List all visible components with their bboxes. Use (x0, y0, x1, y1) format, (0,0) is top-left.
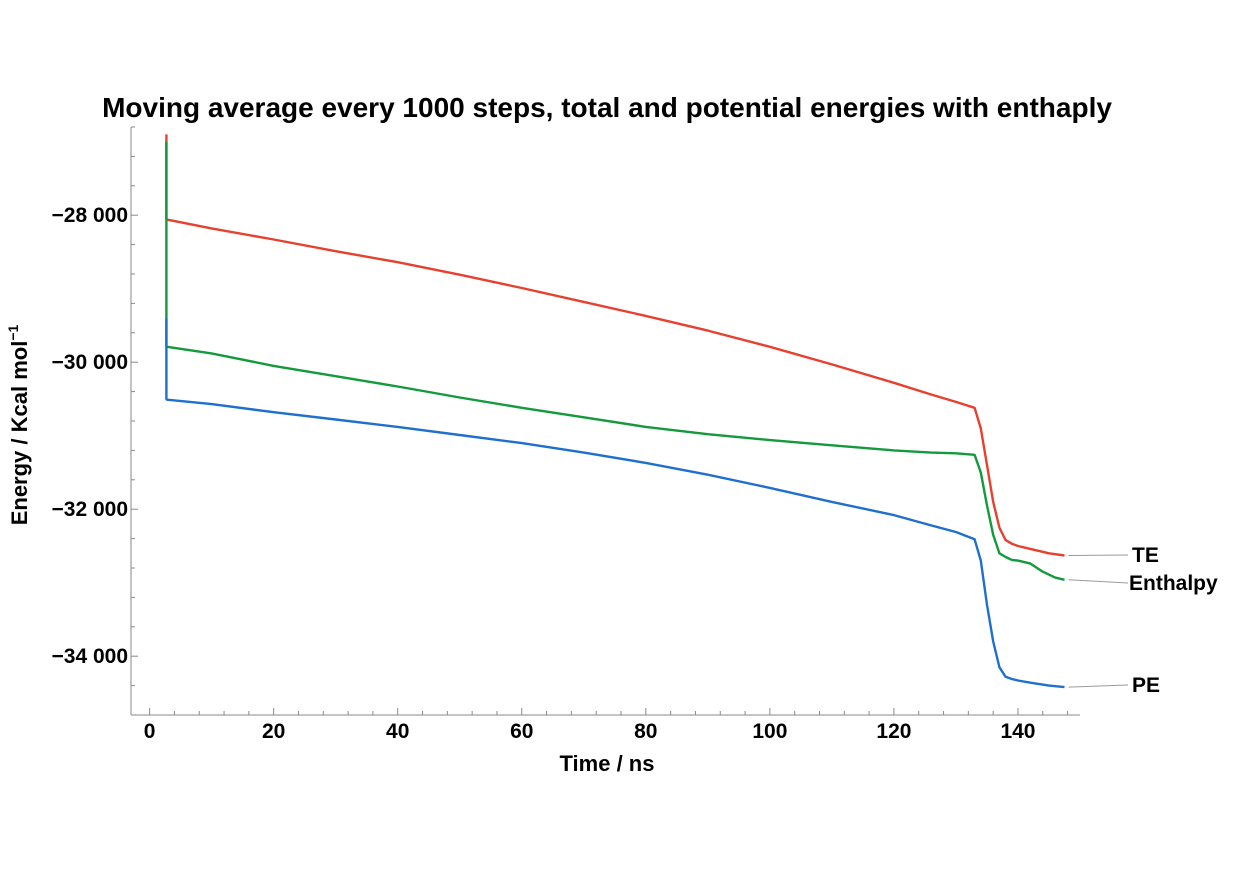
x-axis-label: Time / ns (560, 751, 655, 776)
series-line-pe (165, 318, 1065, 689)
series-label-te: TE (1132, 544, 1159, 567)
series-label-pe: PE (1132, 674, 1160, 697)
y-axis-label: Energy / Kcal mol−1 (5, 324, 32, 525)
y-tick-label: −30 000 (52, 351, 129, 374)
series-line-enthalpy (165, 141, 1065, 581)
y-axis-label-exponent: −1 (5, 324, 21, 340)
x-tick-label: 120 (876, 720, 911, 743)
x-tick-label: 100 (752, 720, 787, 743)
x-tick-label: 20 (262, 720, 285, 743)
series-line-te (165, 134, 1065, 557)
x-tick-label: 140 (1000, 720, 1035, 743)
x-tick-label: 60 (510, 720, 533, 743)
x-tick-label: 80 (634, 720, 657, 743)
series-lines (165, 134, 1065, 689)
series-label-enthalpy: Enthalpy (1129, 572, 1218, 595)
label-leader-enthalpy (1068, 579, 1129, 584)
chart-title: Moving average every 1000 steps, total a… (102, 92, 1112, 123)
label-leader-te (1068, 554, 1129, 557)
series-labels: TE Enthalpy PE (1068, 544, 1218, 697)
x-tick-label: 0 (144, 720, 156, 743)
y-tick-label: −28 000 (52, 204, 129, 227)
y-tick-label: −34 000 (52, 645, 129, 668)
y-tick-label: −32 000 (52, 498, 129, 521)
label-leader-pe (1068, 684, 1129, 688)
x-ticks: 0 20 40 60 80 100 120 140 (144, 708, 1069, 743)
x-tick-label: 40 (386, 720, 409, 743)
y-ticks: −28 000 −30 000 −32 000 −34 000 (52, 126, 138, 716)
y-axis-label-text: Energy / Kcal mol (7, 341, 32, 526)
